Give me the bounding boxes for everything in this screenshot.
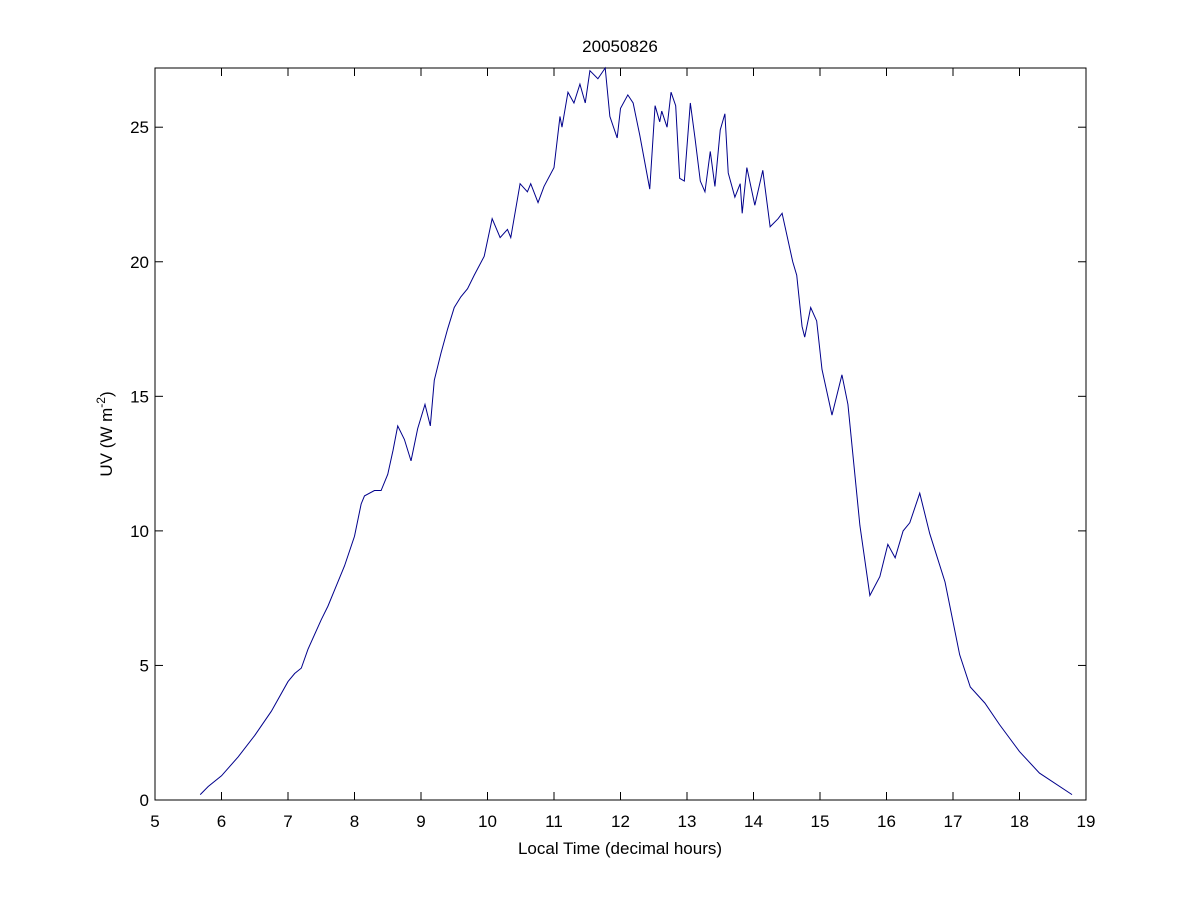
y-tick-label: 15 <box>130 387 149 406</box>
x-tick-label: 13 <box>678 812 697 831</box>
y-tick-label: 0 <box>140 791 149 810</box>
y-tick-label: 25 <box>130 118 149 137</box>
y-tick-label: 10 <box>130 522 149 541</box>
chart-title: 20050826 <box>582 37 658 56</box>
x-tick-label: 8 <box>350 812 359 831</box>
x-tick-label: 19 <box>1077 812 1096 831</box>
x-tick-label: 11 <box>545 812 563 831</box>
x-tick-label: 18 <box>1010 812 1029 831</box>
y-label-end: ) <box>97 391 116 397</box>
x-axis-label: Local Time (decimal hours) <box>518 839 722 858</box>
line <box>199 66 1073 796</box>
x-tick-label: 5 <box>150 812 159 831</box>
y-axis-label: UV (W m-2) <box>94 391 116 476</box>
y-tick-label: 5 <box>140 656 149 675</box>
y-label-text: UV (W m <box>97 408 116 477</box>
x-tick-label: 12 <box>611 812 630 831</box>
x-tick-label: 15 <box>811 812 830 831</box>
y-tick-label: 20 <box>130 253 149 272</box>
x-tick-label: 10 <box>478 812 497 831</box>
x-tick-label: 16 <box>877 812 896 831</box>
x-tick-label: 14 <box>744 812 763 831</box>
x-tick-label: 7 <box>283 812 292 831</box>
x-tick-label: 17 <box>944 812 963 831</box>
x-tick-label: 9 <box>416 812 425 831</box>
plot-area <box>154 67 1087 801</box>
x-tick-label: 6 <box>217 812 226 831</box>
y-label-sup: -2 <box>94 397 108 408</box>
